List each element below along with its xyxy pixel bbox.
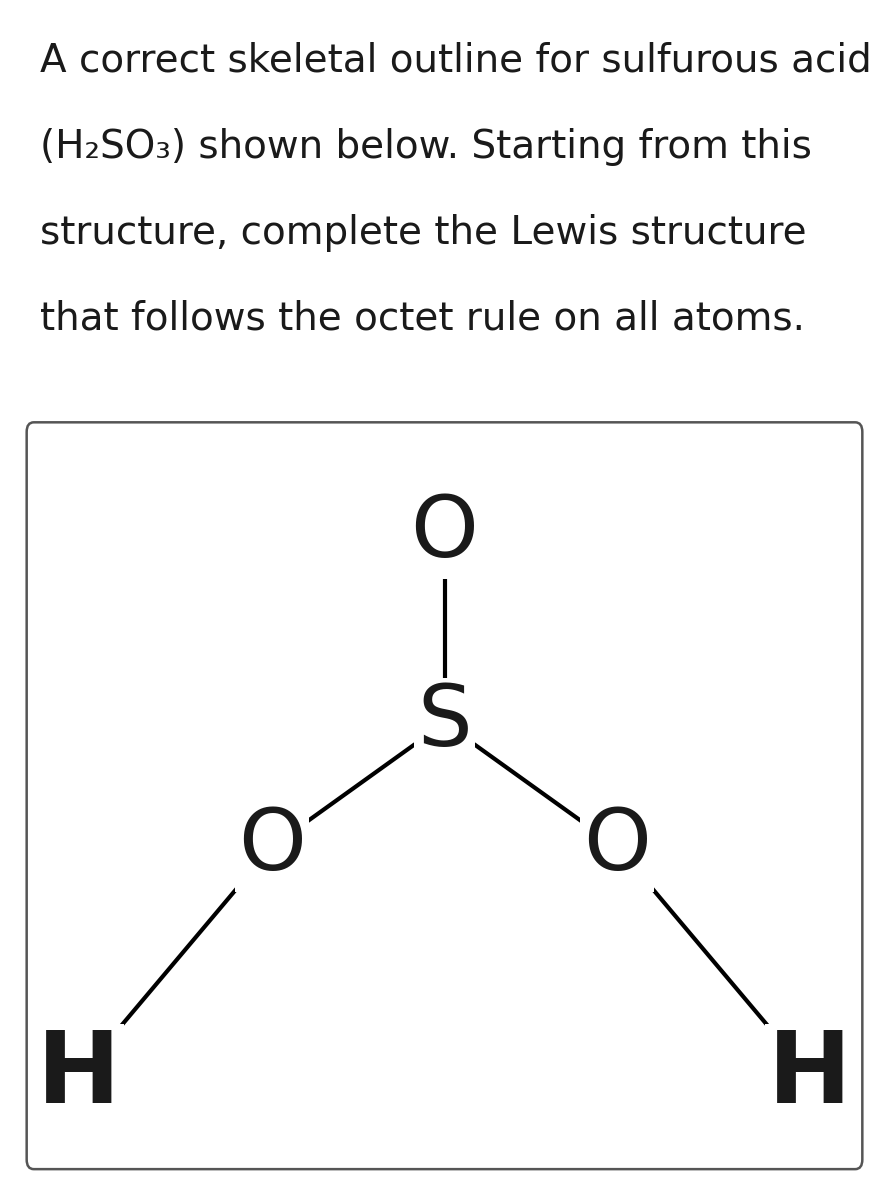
Text: H: H bbox=[768, 1027, 852, 1125]
Text: (H₂SO₃) shown below. Starting from this: (H₂SO₃) shown below. Starting from this bbox=[40, 128, 812, 166]
Text: structure, complete the Lewis structure: structure, complete the Lewis structure bbox=[40, 214, 806, 252]
Text: that follows the octet rule on all atoms.: that follows the octet rule on all atoms… bbox=[40, 299, 805, 338]
Text: H: H bbox=[37, 1027, 121, 1125]
FancyBboxPatch shape bbox=[27, 422, 862, 1169]
Text: O: O bbox=[583, 805, 651, 888]
Text: O: O bbox=[238, 805, 306, 888]
Text: O: O bbox=[411, 493, 478, 575]
Text: A correct skeletal outline for sulfurous acid: A correct skeletal outline for sulfurous… bbox=[40, 42, 872, 80]
Text: S: S bbox=[417, 681, 472, 765]
